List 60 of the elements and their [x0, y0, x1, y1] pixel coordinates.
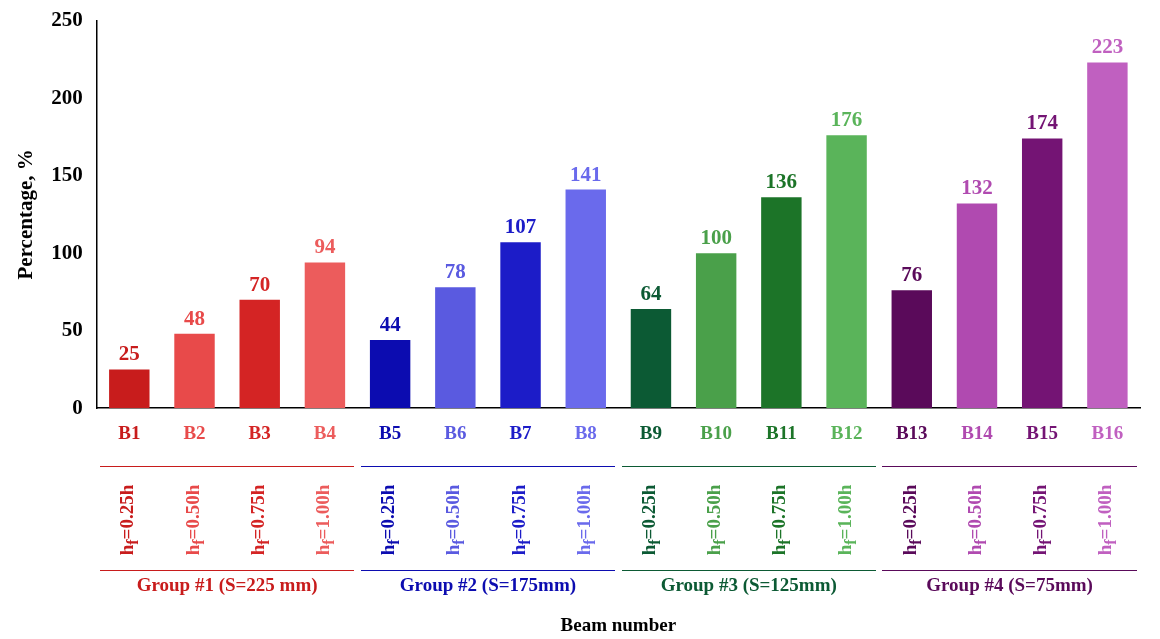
y-tick-label: 0 — [72, 394, 83, 419]
data-label: 223 — [1091, 34, 1124, 59]
data-label: 25 — [118, 341, 140, 366]
bar — [369, 339, 411, 409]
x-tick-label: B7 — [509, 421, 533, 443]
text: Group #1 (S=225 mm) — [136, 574, 318, 596]
text: Beam number — [560, 614, 677, 636]
x-tick-label: B1 — [118, 421, 141, 443]
y-tick-label: 250 — [51, 7, 83, 32]
data-label: 132 — [961, 175, 993, 200]
x-tick-label: B9 — [639, 421, 663, 443]
bar — [630, 308, 672, 409]
data-label: 48 — [184, 305, 206, 330]
bar — [304, 262, 346, 409]
bar — [500, 242, 541, 409]
x-tick-label: B3 — [248, 421, 271, 443]
bar — [435, 287, 476, 409]
data-label: 44 — [379, 311, 402, 336]
x-tick-label: B2 — [183, 421, 206, 443]
x-tick-label: B8 — [574, 421, 597, 443]
y-axis-title: Percentage, % — [13, 149, 38, 280]
bar — [891, 290, 932, 409]
y-tick-label: 50 — [61, 317, 83, 342]
x-tick-label: B5 — [379, 421, 402, 443]
text: Group #4 (S=75mm) — [926, 574, 1093, 596]
bar — [239, 299, 280, 409]
bar — [1087, 62, 1128, 409]
bar — [565, 189, 606, 409]
x-tick-label: B16 — [1091, 421, 1124, 443]
data-label: 94 — [314, 234, 336, 259]
data-label: 70 — [249, 271, 271, 296]
x-tick-label: B11 — [766, 421, 797, 443]
y-tick-label: 100 — [51, 239, 83, 264]
data-label: 100 — [700, 225, 732, 250]
x-tick-label: B6 — [444, 421, 467, 443]
data-label: 107 — [504, 214, 537, 239]
bar — [695, 253, 737, 409]
bar — [109, 369, 150, 409]
data-label: 64 — [640, 280, 662, 305]
data-label: 76 — [901, 262, 923, 287]
x-tick-label: B13 — [895, 421, 928, 443]
bar — [1021, 138, 1063, 409]
x-tick-label: B14 — [961, 421, 994, 443]
text: Group #3 (S=125mm) — [660, 574, 837, 596]
data-label: 136 — [765, 169, 798, 194]
data-label: 141 — [570, 161, 602, 186]
y-tick-label: 150 — [51, 162, 83, 187]
bar — [826, 135, 867, 409]
text: Group #2 (S=175mm) — [399, 574, 577, 596]
x-tick-label: B4 — [313, 421, 337, 443]
bar — [956, 203, 998, 409]
data-label: 174 — [1026, 110, 1059, 135]
x-tick-label: B15 — [1026, 421, 1059, 443]
y-tick-label: 200 — [51, 84, 83, 109]
x-tick-label: B12 — [830, 421, 863, 443]
data-label: 78 — [444, 259, 466, 284]
x-tick-label: B10 — [700, 421, 732, 443]
bar — [174, 333, 215, 409]
data-label: 176 — [830, 107, 863, 132]
bar — [761, 197, 802, 409]
